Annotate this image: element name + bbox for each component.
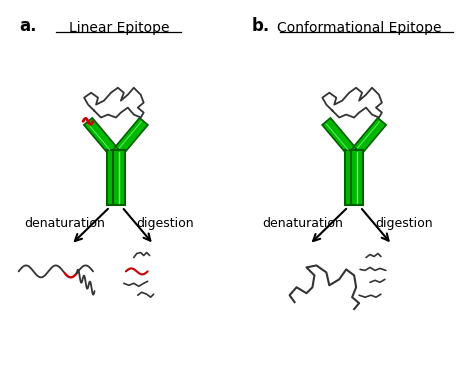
Bar xyxy=(107,150,125,205)
Polygon shape xyxy=(322,118,355,154)
Text: Linear Epitope: Linear Epitope xyxy=(69,21,169,35)
Text: digestion: digestion xyxy=(375,217,433,230)
Text: denaturation: denaturation xyxy=(24,217,105,230)
Text: denaturation: denaturation xyxy=(262,217,343,230)
Text: Conformational Epitope: Conformational Epitope xyxy=(277,21,441,35)
Polygon shape xyxy=(115,118,148,154)
Text: a.: a. xyxy=(19,17,37,35)
Bar xyxy=(345,150,363,205)
Text: b.: b. xyxy=(252,17,270,35)
Polygon shape xyxy=(354,118,386,154)
Text: digestion: digestion xyxy=(137,217,194,230)
Polygon shape xyxy=(84,118,117,154)
